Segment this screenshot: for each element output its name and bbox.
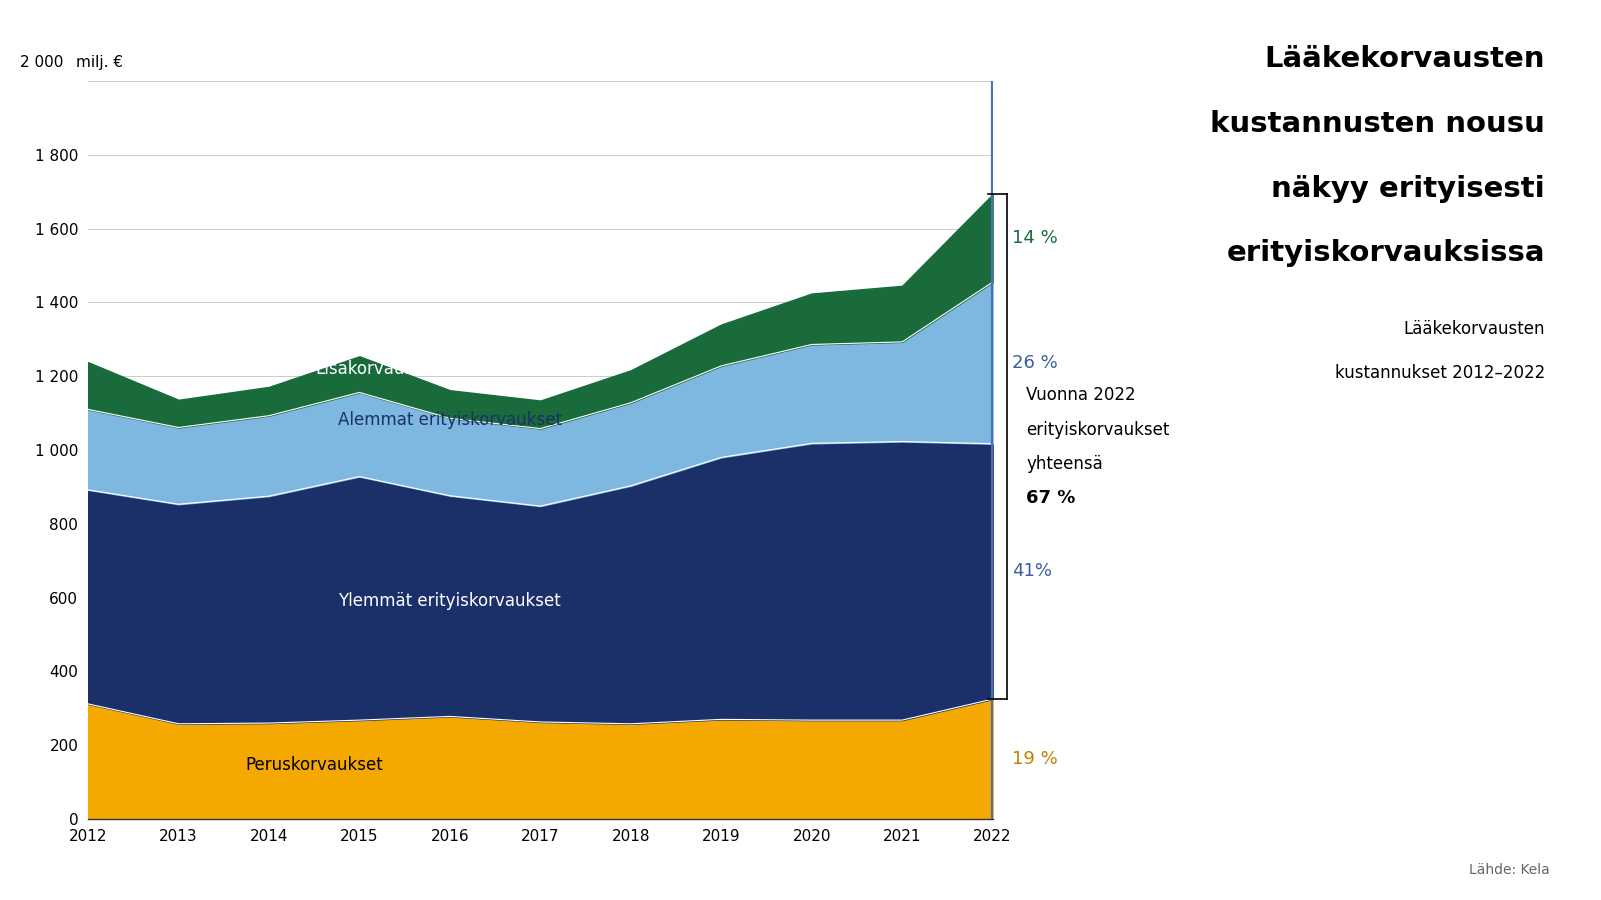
Text: erityiskorvaukset: erityiskorvaukset — [1026, 420, 1170, 438]
Text: Vuonna 2022: Vuonna 2022 — [1026, 386, 1135, 404]
Text: 2 000: 2 000 — [21, 55, 64, 70]
Text: erityiskorvauksissa: erityiskorvauksissa — [1226, 239, 1545, 267]
Text: Lääkekorvausten: Lääkekorvausten — [1265, 45, 1545, 73]
Text: Lisäkorvaukset: Lisäkorvaukset — [315, 360, 440, 378]
Text: 26 %: 26 % — [1012, 354, 1058, 372]
Text: kustannukset 2012–2022: kustannukset 2012–2022 — [1335, 364, 1545, 382]
Text: näkyy erityisesti: näkyy erityisesti — [1271, 175, 1545, 202]
Text: 19 %: 19 % — [1012, 750, 1058, 768]
Text: yhteensä: yhteensä — [1026, 454, 1103, 472]
Text: 67 %: 67 % — [1026, 489, 1076, 507]
Text: milj. €: milj. € — [77, 55, 123, 70]
Text: Lääkekorvausten: Lääkekorvausten — [1404, 320, 1545, 338]
Text: Peruskorvaukset: Peruskorvaukset — [245, 757, 383, 775]
Text: kustannusten nousu: kustannusten nousu — [1210, 110, 1545, 138]
Text: Ylemmät erityiskorvaukset: Ylemmät erityiskorvaukset — [338, 592, 562, 610]
Text: 14 %: 14 % — [1012, 230, 1058, 248]
Text: Alemmat erityiskorvaukset: Alemmat erityiskorvaukset — [338, 411, 562, 429]
Text: 41%: 41% — [1012, 562, 1052, 580]
Text: Lähde: Kela: Lähde: Kela — [1470, 863, 1550, 878]
